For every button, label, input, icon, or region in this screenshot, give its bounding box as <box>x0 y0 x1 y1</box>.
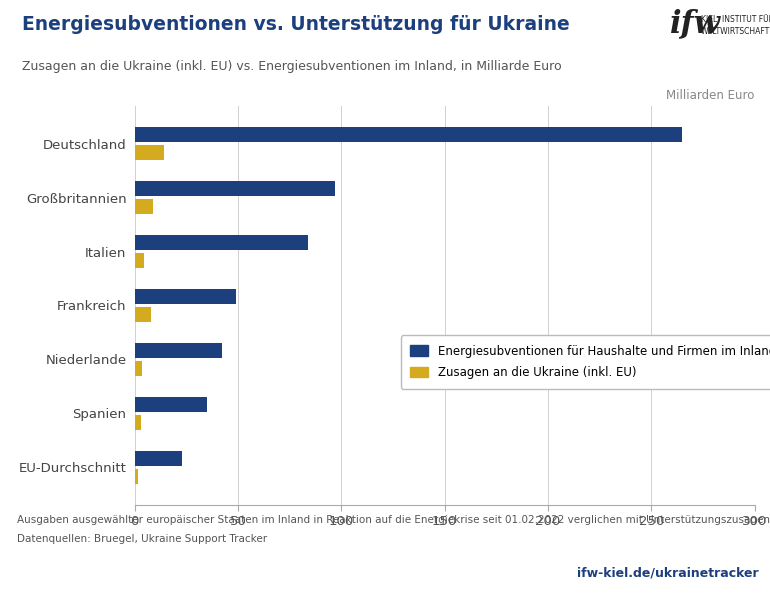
Text: Datenquellen: Bruegel, Ukraine Support Tracker: Datenquellen: Bruegel, Ukraine Support T… <box>17 534 267 544</box>
Bar <box>135 469 138 484</box>
Bar <box>135 181 335 196</box>
Legend: Energiesubventionen für Haushalte und Firmen im Inland, Zusagen an die Ukraine (: Energiesubventionen für Haushalte und Fi… <box>401 336 770 388</box>
Bar <box>135 127 682 142</box>
Bar <box>135 289 236 304</box>
Bar <box>135 415 141 430</box>
Bar <box>135 235 308 250</box>
Text: ifw-kiel.de/ukrainetracker: ifw-kiel.de/ukrainetracker <box>577 566 758 579</box>
Text: Energiesubventionen vs. Unterstützung für Ukraine: Energiesubventionen vs. Unterstützung fü… <box>22 15 570 34</box>
Bar <box>135 307 151 322</box>
Text: ifw: ifw <box>670 8 721 39</box>
Bar <box>135 361 142 376</box>
Text: Quelle:: Quelle: <box>17 566 67 579</box>
Bar <box>135 343 222 358</box>
Text: Zusagen an die Ukraine (inkl. EU) vs. Energiesubventionen im Inland, in Milliard: Zusagen an die Ukraine (inkl. EU) vs. En… <box>22 60 561 73</box>
Bar <box>135 199 153 214</box>
Bar <box>135 145 164 161</box>
Bar <box>135 451 182 466</box>
Text: Ausgaben ausgewählter europäischer Staaten im Inland in Reaktion auf die Energie: Ausgaben ausgewählter europäischer Staat… <box>17 515 770 525</box>
Text: Trebesch et al. (2023) Kiel Working Paper „Ukraine Tracker“: Trebesch et al. (2023) Kiel Working Pape… <box>55 566 432 579</box>
Text: Milliarden Euro: Milliarden Euro <box>666 89 755 102</box>
Bar <box>135 253 144 268</box>
Bar <box>135 397 207 412</box>
Text: KIEL  INSTITUT FÜR
WELTWIRTSCHAFT: KIEL INSTITUT FÜR WELTWIRTSCHAFT <box>701 15 770 37</box>
